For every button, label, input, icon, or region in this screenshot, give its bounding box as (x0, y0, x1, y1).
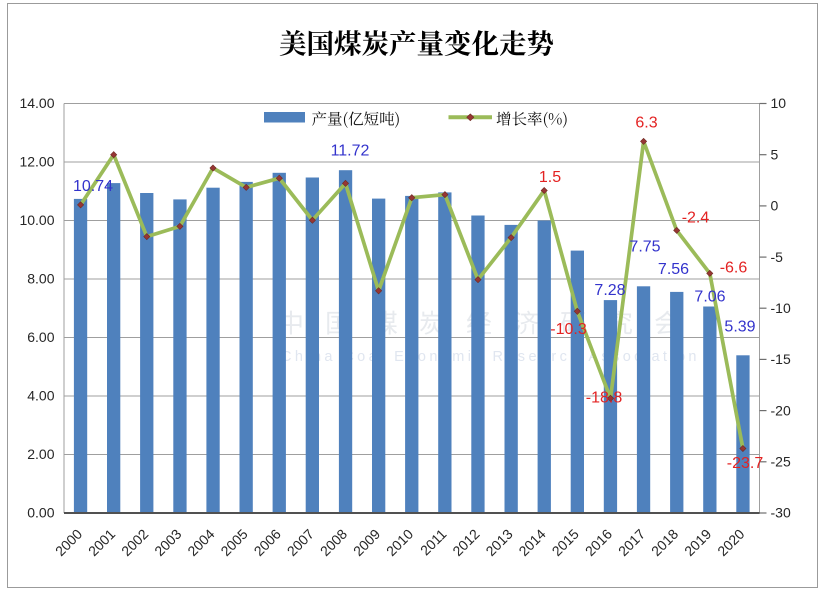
svg-text:0: 0 (771, 198, 779, 214)
svg-text:7.75: 7.75 (629, 239, 660, 256)
svg-text:-20: -20 (771, 402, 791, 418)
svg-text:7.06: 7.06 (694, 289, 725, 306)
svg-text:0.00: 0.00 (27, 505, 54, 521)
svg-text:-10: -10 (771, 300, 791, 316)
svg-text:14.00: 14.00 (19, 95, 54, 111)
svg-text:5: 5 (771, 146, 779, 162)
svg-text:6.00: 6.00 (27, 329, 54, 345)
svg-text:-5: -5 (771, 249, 784, 265)
svg-text:-18.8: -18.8 (586, 390, 623, 407)
svg-text:6.3: 6.3 (635, 115, 657, 132)
svg-text:-23.7: -23.7 (727, 455, 764, 472)
svg-text:-10.3: -10.3 (550, 321, 587, 338)
svg-text:1.5: 1.5 (539, 169, 561, 186)
svg-text:-25: -25 (771, 454, 791, 470)
svg-text:5.39: 5.39 (724, 319, 755, 336)
svg-text:11.72: 11.72 (331, 143, 370, 160)
svg-text:7.28: 7.28 (594, 282, 625, 299)
svg-text:10.74: 10.74 (73, 178, 113, 195)
svg-text:12.00: 12.00 (19, 154, 54, 170)
svg-text:4.00: 4.00 (27, 388, 54, 404)
svg-text:10.00: 10.00 (19, 212, 54, 228)
svg-text:8.00: 8.00 (27, 271, 54, 287)
svg-text:7.56: 7.56 (658, 261, 689, 278)
svg-text:-2.4: -2.4 (682, 210, 710, 227)
svg-text:2.00: 2.00 (27, 446, 54, 462)
svg-text:-30: -30 (771, 505, 791, 521)
svg-text:-15: -15 (771, 351, 791, 367)
svg-text:10: 10 (771, 95, 787, 111)
svg-text:-6.6: -6.6 (720, 260, 748, 277)
